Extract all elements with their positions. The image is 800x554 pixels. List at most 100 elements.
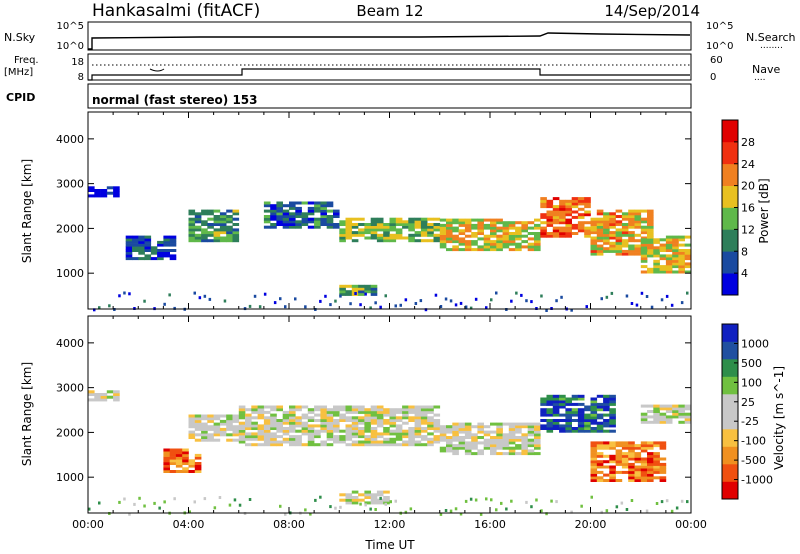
heatmap-cell <box>150 249 158 252</box>
heatmap-cell <box>552 421 560 425</box>
heatmap-cell <box>194 239 202 243</box>
heatmap-cell <box>364 292 367 296</box>
heatmap-cell <box>559 207 566 211</box>
heatmap-cell <box>490 232 497 235</box>
heatmap-cell <box>647 473 654 477</box>
colorbar-swatch <box>722 251 738 274</box>
heatmap-cell <box>477 221 484 225</box>
heatmap-cell <box>289 416 296 420</box>
heatmap-cell <box>439 436 447 439</box>
heatmap-cell <box>552 205 560 209</box>
heatmap-cell <box>439 425 447 429</box>
heatmap-cell <box>546 421 554 425</box>
heatmap-cell <box>132 246 139 250</box>
heatmap-cell <box>427 239 434 243</box>
heatmap-cell <box>540 221 547 225</box>
heatmap-cell <box>370 443 378 447</box>
heatmap-cell <box>647 231 654 235</box>
heatmap-cell <box>647 243 654 247</box>
heatmap-cell <box>326 429 334 433</box>
heatmap-cell <box>333 225 340 229</box>
heatmap-cell <box>194 464 202 468</box>
heatmap-cell <box>333 424 340 428</box>
heatmap-cell <box>358 440 365 444</box>
heatmap-cell <box>496 221 503 225</box>
heatmap-cell <box>446 444 453 448</box>
heatmap-cell <box>207 436 214 439</box>
heatmap-cell <box>289 410 296 414</box>
heatmap-cell <box>584 232 591 235</box>
heatmap-cell <box>609 241 616 245</box>
heatmap-cell <box>647 254 654 258</box>
heatmap-cell <box>502 446 510 450</box>
heatmap-cell <box>621 441 629 445</box>
heatmap-cell <box>364 236 371 240</box>
heatmap-cell <box>345 443 353 447</box>
heatmap-cell <box>345 419 353 422</box>
heatmap-cell <box>515 234 522 238</box>
heatmap-cell <box>653 267 660 271</box>
heatmap-cell <box>577 416 585 420</box>
heatmap-cell <box>603 212 610 216</box>
heatmap-cell <box>232 228 240 232</box>
heatmap-cell <box>603 215 610 218</box>
heatmap-cell <box>219 228 227 232</box>
heatmap-cell <box>565 221 572 225</box>
heatmap-cell <box>590 220 598 224</box>
heatmap-cell <box>471 240 478 244</box>
heatmap-cell <box>496 452 503 456</box>
colorbar-swatch <box>722 324 738 342</box>
heatmap-cell <box>106 191 114 195</box>
heatmap-cell <box>659 457 667 461</box>
heatmap-cell <box>534 242 541 246</box>
heatmap-cell <box>157 254 164 258</box>
heatmap-cell <box>610 291 614 295</box>
heatmap-cell <box>314 206 321 210</box>
colorbar-swatch <box>722 163 738 186</box>
heatmap-cell <box>201 228 208 232</box>
heatmap-cell <box>289 419 296 422</box>
heatmap-cell <box>628 217 635 221</box>
heatmap-cell <box>276 440 283 444</box>
heatmap-cell <box>477 436 484 439</box>
heatmap-cell <box>301 223 309 226</box>
heatmap-cell <box>605 509 609 513</box>
heatmap-cell <box>603 217 610 221</box>
heatmap-cell <box>596 233 604 237</box>
heatmap-cell <box>603 473 610 477</box>
heatmap-cell <box>320 204 327 208</box>
heatmap-cell <box>571 427 579 430</box>
heatmap-cell <box>207 433 214 437</box>
heatmap-cell <box>364 231 371 235</box>
heatmap-cell <box>603 236 610 240</box>
heatmap-cell <box>307 212 315 216</box>
heatmap-cell <box>201 220 208 224</box>
heatmap-cell <box>320 419 327 422</box>
heatmap-cell <box>621 217 629 221</box>
heatmap-cell <box>314 225 321 229</box>
freq-right-tick-bottom: 0 <box>710 72 716 83</box>
heatmap-cell <box>647 460 654 464</box>
heatmap-cell <box>94 194 101 198</box>
heatmap-cell <box>132 257 139 261</box>
heatmap-cell <box>490 436 497 439</box>
heatmap-cell <box>194 456 202 460</box>
heatmap-cell <box>515 425 522 429</box>
data-band <box>590 209 654 256</box>
heatmap-cell <box>263 201 271 205</box>
heatmap-cell <box>94 189 101 192</box>
heatmap-cell <box>334 299 337 303</box>
heatmap-cell <box>552 419 560 422</box>
heatmap-cell <box>207 419 214 423</box>
heatmap-cell <box>600 510 603 514</box>
heatmap-cell <box>590 223 598 226</box>
heatmap-cell <box>628 252 635 256</box>
heatmap-cell <box>370 217 378 221</box>
heatmap-cell <box>603 400 610 404</box>
heatmap-cell <box>213 217 221 221</box>
heatmap-cell <box>245 413 252 417</box>
heatmap-cell <box>408 236 415 240</box>
heatmap-cell <box>559 400 566 404</box>
heatmap-cell <box>364 408 371 412</box>
heatmap-cell <box>505 507 508 511</box>
